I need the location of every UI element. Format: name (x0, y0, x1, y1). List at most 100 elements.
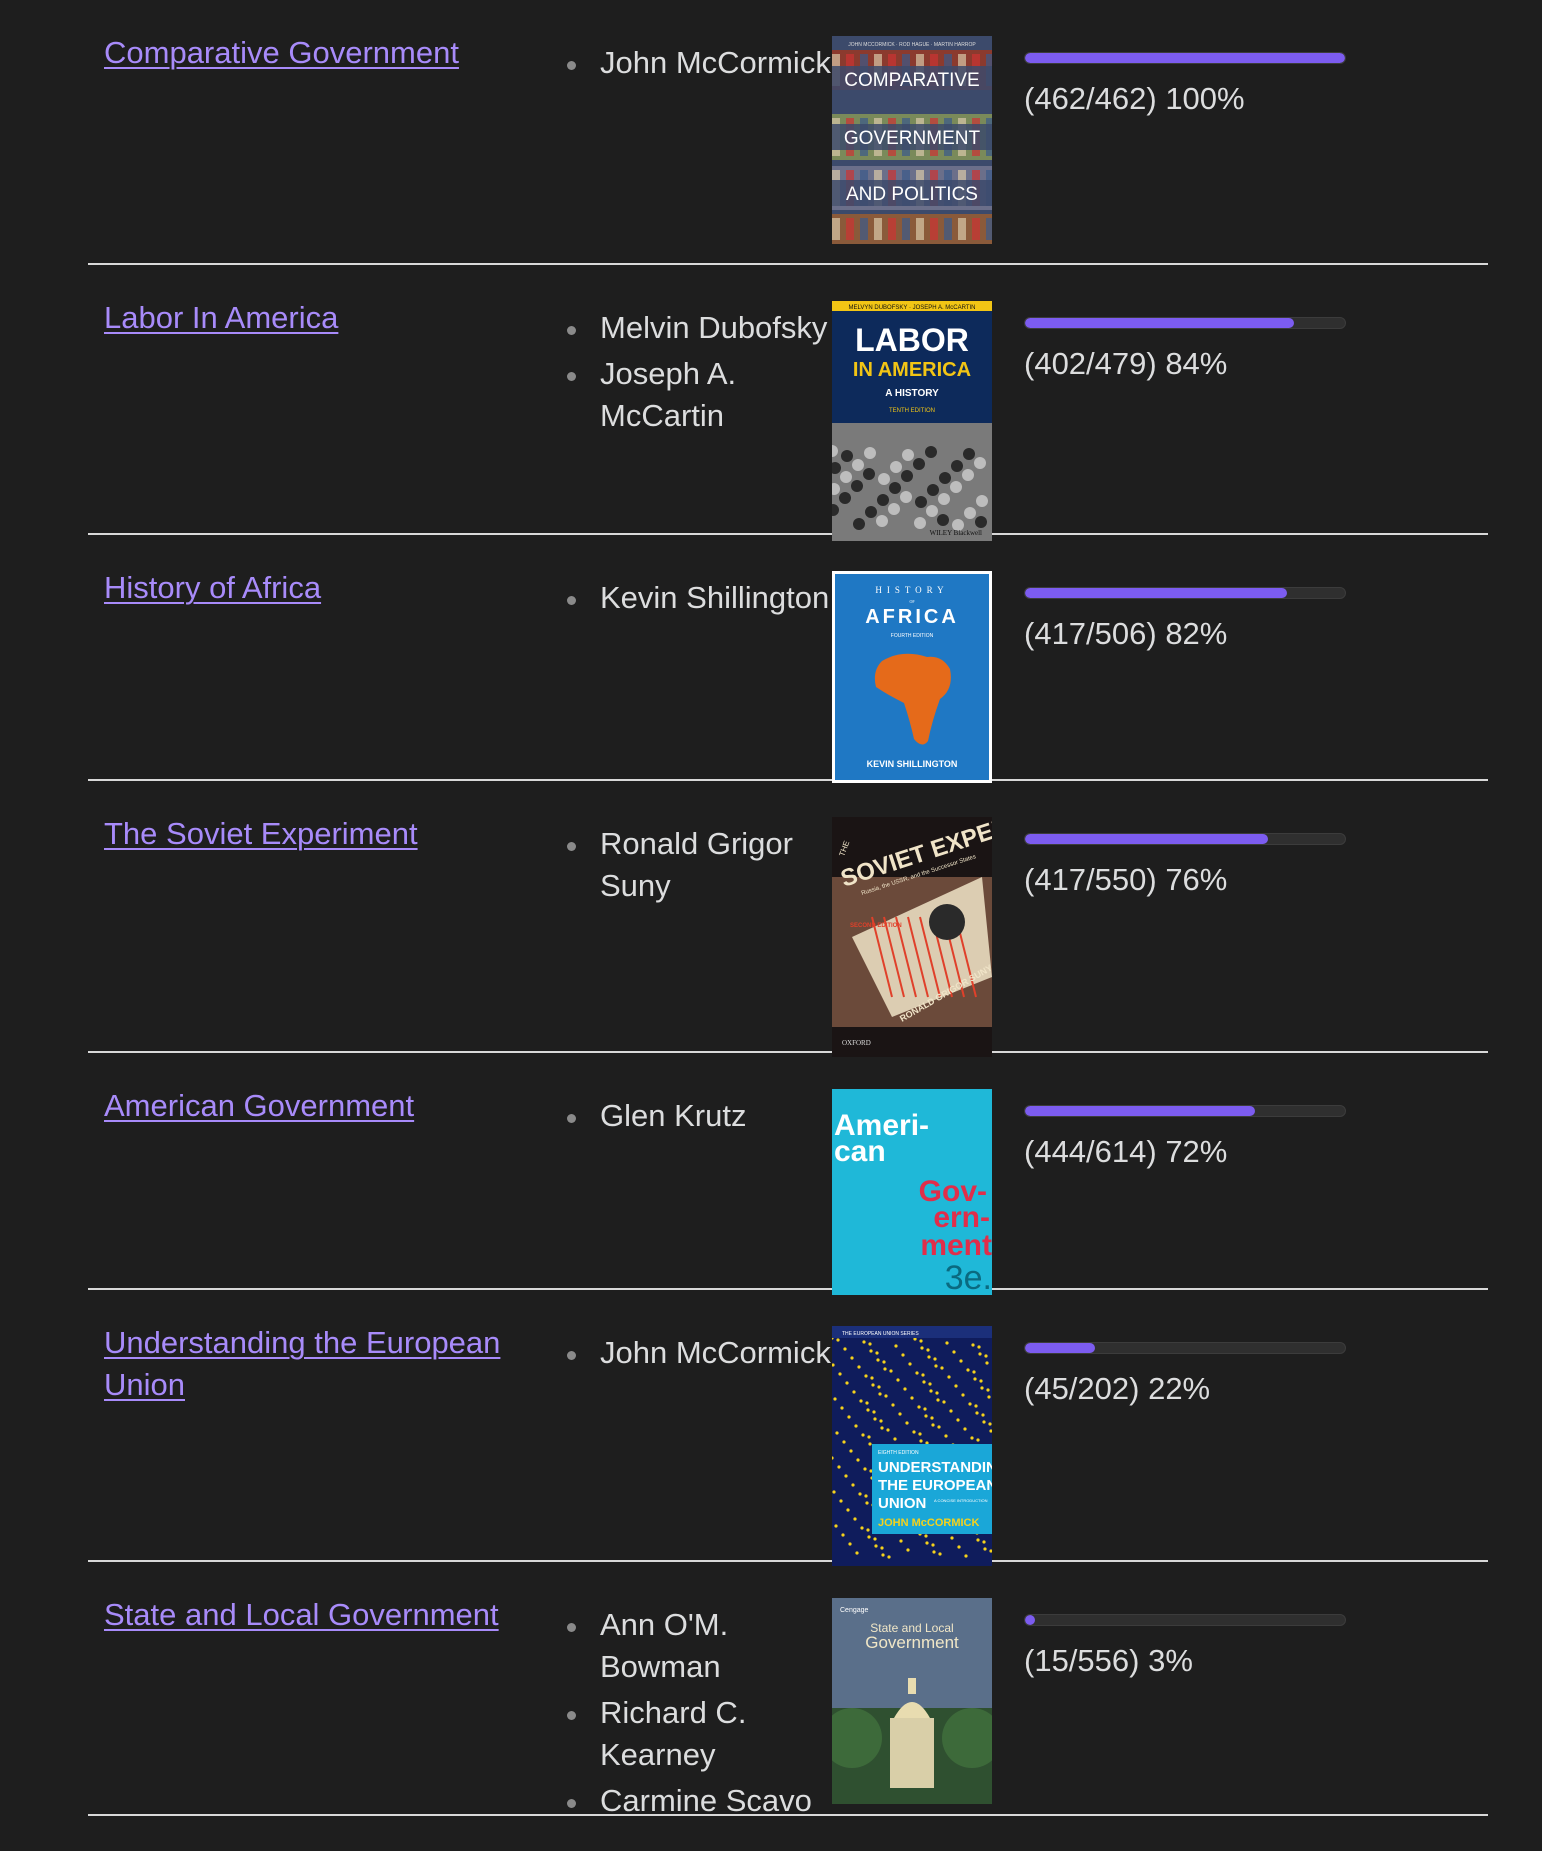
book-cover-image: Cengage State and Local Government (832, 1598, 992, 1804)
author-item: John McCormick (558, 42, 838, 84)
book-title-cell: State and Local Government (104, 1594, 504, 1636)
cover-title-line: GOVERNMENT (844, 128, 981, 149)
book-title-link[interactable]: The Soviet Experiment (104, 816, 418, 851)
book-row: History of Africa Kevin Shillington HISTOR… (88, 535, 1488, 783)
progress-bar-fill (1025, 1615, 1035, 1625)
cover-subtitle: A CONCISE INTRODUCTION (934, 1498, 988, 1503)
cover-title-line: THE EUROPEAN (878, 1477, 992, 1494)
author-item: Carmine Scavo (558, 1780, 838, 1822)
book-row: Understanding the European Union John McC… (88, 1290, 1488, 1566)
book-title-link[interactable]: History of Africa (104, 570, 322, 605)
book-row: Labor In America Melvin Dubofsky Joseph A.… (88, 265, 1488, 541)
capitol-dome (894, 1702, 930, 1718)
book-cover-image: THE EUROPEAN UNION SERIES EIGHTH EDITION U… (832, 1326, 992, 1566)
cover-title-line: ern- (933, 1201, 990, 1234)
cover-title-line: can (834, 1135, 886, 1168)
progress-text: (444/614) 72% (1024, 1134, 1228, 1169)
book-cover-image: HISTORY OF AFRICA FOURTH EDITION KEVIN SHILL… (832, 571, 992, 783)
progress-bar (1024, 1614, 1346, 1626)
cover-title-line: COMPARATIVE (844, 70, 979, 91)
reading-progress: (417/506) 82% (1024, 587, 1424, 655)
book-title-link[interactable]: Labor In America (104, 300, 339, 335)
cover-publisher: OXFORD (842, 1039, 871, 1047)
cover-authors-text: MELVYN DUBOFSKY · JOSEPH A. McCARTIN (848, 305, 975, 311)
cover-publisher: WILEY Blackwell (930, 529, 982, 537)
africa-map-shape (874, 653, 951, 745)
cover-authors-text: JOHN McCORMICK (878, 1517, 980, 1529)
progress-text: (45/202) 22% (1024, 1371, 1211, 1406)
book-cover-art: HISTORY OF AFRICA FOURTH EDITION KEVIN SHILL… (832, 571, 992, 783)
progress-text: (417/550) 76% (1024, 862, 1228, 897)
book-title-link[interactable]: American Government (104, 1088, 415, 1123)
cover-title-line: AND POLITICS (846, 184, 978, 205)
author-list: Glen Krutz (558, 1095, 838, 1141)
progress-bar-fill (1025, 834, 1269, 844)
author-list: Ronald Grigor Suny (558, 823, 838, 911)
book-row: State and Local Government Ann O'M. Bowma… (88, 1562, 1488, 1818)
book-cover-image: JOHN MCCORMICK · ROD HAGUE · MARTIN HARR… (832, 36, 992, 244)
progress-text: (402/479) 84% (1024, 346, 1228, 381)
cover-title-line: Gov- (919, 1175, 987, 1208)
book-title-cell: American Government (104, 1085, 504, 1127)
progress-text: (462/462) 100% (1024, 81, 1245, 116)
cover-title-line: State and Local (870, 1621, 953, 1635)
book-title-cell: Comparative Government (104, 32, 504, 74)
author-item: Melvin Dubofsky (558, 307, 838, 349)
reading-progress: (15/556) 3% (1024, 1614, 1424, 1682)
cover-title-line: AFRICA (865, 606, 959, 628)
book-cover-image: Ameri-can Gov-ern-ment 3e. (832, 1089, 992, 1295)
author-item: Ann O'M. Bowman (558, 1604, 838, 1688)
author-item: John McCormick (558, 1332, 838, 1374)
cover-title-line: Government (865, 1633, 959, 1652)
book-row: American Government Glen Krutz Ameri-can Go… (88, 1053, 1488, 1295)
progress-bar (1024, 587, 1346, 599)
book-cover-art: MELVYN DUBOFSKY · JOSEPH A. McCARTIN LABO… (832, 301, 992, 541)
cover-title-line: Ameri- (834, 1109, 929, 1142)
book-row: Comparative Government John McCormick JOHN… (88, 0, 1488, 265)
cover-title-line: ment (920, 1229, 992, 1262)
author-item: Joseph A. McCartin (558, 353, 838, 437)
cover-authors-text: JOHN MCCORMICK · ROD HAGUE · MARTIN HARR… (848, 42, 976, 48)
cover-title-line: OF (909, 599, 915, 604)
author-item: Richard C. Kearney (558, 1692, 838, 1776)
book-row: The Soviet Experiment Ronald Grigor Suny T… (88, 781, 1488, 1057)
cover-title-line: UNDERSTANDING (878, 1459, 992, 1476)
progress-bar-fill (1025, 318, 1294, 328)
book-title-cell: Understanding the European Union (104, 1322, 504, 1406)
cover-edition: FOURTH EDITION (891, 633, 934, 639)
reading-progress: (45/202) 22% (1024, 1342, 1424, 1410)
reading-progress: (417/550) 76% (1024, 833, 1424, 901)
progress-bar-fill (1025, 1106, 1256, 1116)
progress-bar-fill (1025, 1343, 1096, 1353)
cover-title-line: UNION (878, 1495, 926, 1512)
book-title-link[interactable]: Understanding the European Union (104, 1325, 501, 1402)
author-list: Melvin Dubofsky Joseph A. McCartin (558, 307, 838, 441)
progress-bar (1024, 1105, 1346, 1117)
reading-progress: (462/462) 100% (1024, 52, 1424, 120)
book-cover-image: MELVYN DUBOFSKY · JOSEPH A. McCARTIN LABO… (832, 301, 992, 541)
book-title-link[interactable]: State and Local Government (104, 1597, 499, 1632)
book-title-link[interactable]: Comparative Government (104, 35, 459, 70)
reading-progress: (402/479) 84% (1024, 317, 1424, 385)
book-title-cell: The Soviet Experiment (104, 813, 504, 855)
cover-title-line: HISTORY (875, 585, 948, 595)
cover-edition: SECOND EDITION (850, 923, 902, 929)
reading-progress: (444/614) 72% (1024, 1105, 1424, 1173)
books-table: Comparative Government John McCormick JOHN… (88, 0, 1488, 1818)
author-list: John McCormick (558, 1332, 838, 1378)
progress-bar (1024, 833, 1346, 845)
author-item: Ronald Grigor Suny (558, 823, 838, 907)
cover-publisher: Cengage (840, 1607, 869, 1614)
progress-text: (417/506) 82% (1024, 616, 1228, 651)
cover-edition: EIGHTH EDITION (878, 1450, 919, 1456)
author-item: Glen Krutz (558, 1095, 838, 1137)
cover-subtitle: A HISTORY (885, 388, 939, 399)
cover-title-line: IN AMERICA (853, 359, 971, 381)
progress-bar-fill (1025, 53, 1345, 63)
author-list: John McCormick (558, 42, 838, 88)
cover-edition: 3e. (945, 1259, 992, 1295)
progress-bar (1024, 317, 1346, 329)
